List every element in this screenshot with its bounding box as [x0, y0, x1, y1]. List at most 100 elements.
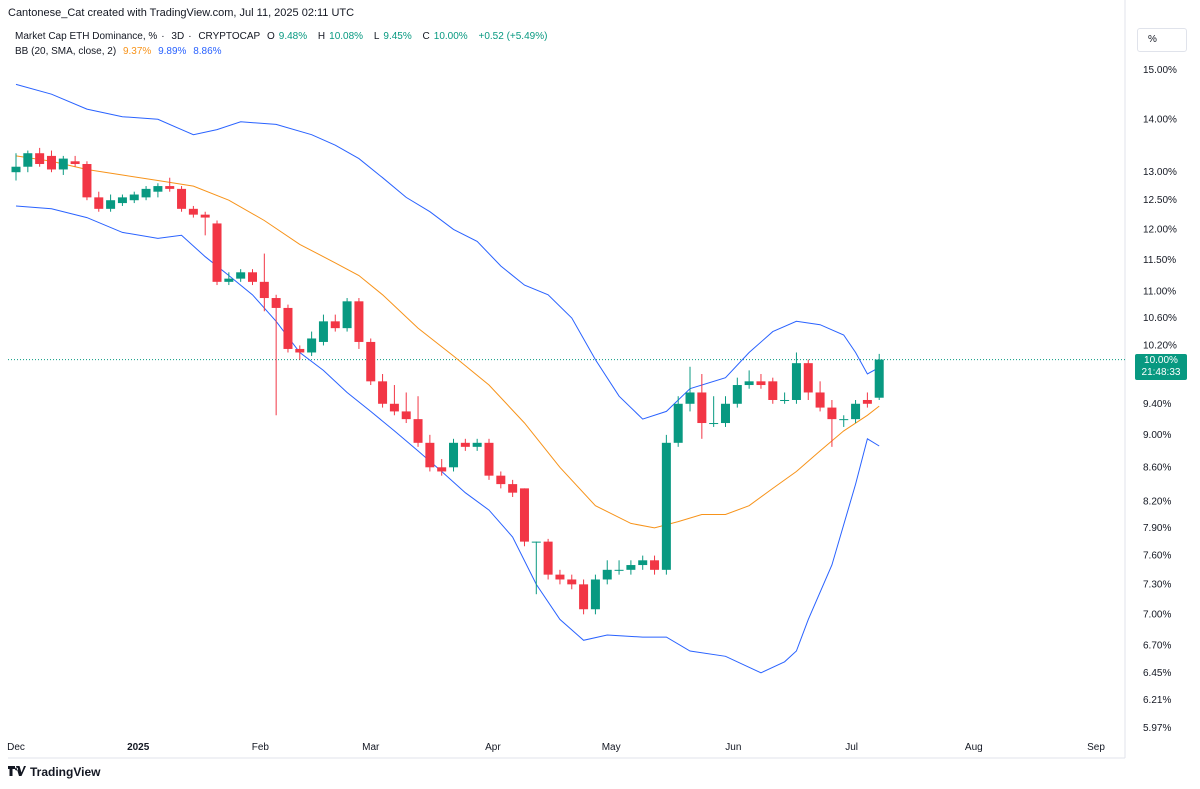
x-tick-label: Aug — [965, 742, 983, 753]
bb-upper-band — [15, 83, 880, 420]
candle-body — [508, 484, 518, 493]
y-tick-label: 12.50% — [1143, 195, 1177, 206]
y-tick-label: 6.21% — [1143, 695, 1171, 706]
candle-body — [11, 166, 21, 173]
y-tick-label: 6.45% — [1143, 668, 1171, 679]
candle-body — [378, 381, 388, 404]
candle-body — [413, 419, 423, 443]
y-tick-label: 5.97% — [1143, 723, 1171, 734]
tradingview-brand: TradingView — [30, 765, 101, 779]
y-tick-label: 7.90% — [1143, 523, 1171, 534]
candle-body — [496, 475, 506, 485]
candle-body — [460, 442, 470, 447]
candle-body — [117, 197, 127, 204]
candle-body — [58, 158, 68, 170]
candle-body — [484, 442, 494, 476]
candle-body — [827, 407, 837, 420]
candle-body — [697, 392, 707, 424]
y-tick-label: 8.20% — [1143, 496, 1171, 507]
y-tick-label: 11.00% — [1143, 287, 1176, 298]
candle-body — [874, 359, 884, 398]
candle-body — [342, 301, 352, 329]
legend-open: O 9.48% — [266, 31, 308, 42]
legend-sep: · — [161, 31, 165, 42]
percent-scale-button[interactable]: % — [1137, 28, 1187, 52]
candle-body — [791, 363, 801, 400]
x-tick-label: Sep — [1087, 742, 1105, 753]
y-tick-label: 7.00% — [1143, 609, 1171, 620]
y-tick-label: 7.60% — [1143, 551, 1171, 562]
y-tick-label: 10.60% — [1143, 313, 1177, 324]
legend-interval[interactable]: 3D — [171, 31, 185, 42]
candle-body — [70, 161, 80, 165]
x-tick-label: Jun — [725, 742, 741, 753]
candle-body — [472, 442, 482, 447]
x-tick-label: Feb — [252, 742, 270, 753]
candle-body — [106, 200, 116, 209]
candle-body — [673, 403, 683, 443]
tradingview-footer[interactable]: TradingView — [8, 765, 100, 779]
candle-body — [200, 214, 210, 218]
y-tick-label: 13.00% — [1143, 167, 1177, 178]
candle-body — [307, 338, 317, 353]
legend-change: +0.52 (+5.49%) — [478, 31, 548, 42]
candle-body — [661, 442, 671, 570]
x-tick-label: May — [602, 742, 621, 753]
candle-body — [780, 399, 790, 401]
candle-body — [259, 281, 269, 299]
candle-body — [614, 569, 624, 571]
candle-body — [590, 579, 600, 610]
legend-close: C 10.00% — [422, 31, 468, 42]
bb-lower-value: 8.86% — [193, 46, 222, 57]
bb-indicator-name[interactable]: BB (20, SMA, close, 2) — [15, 46, 117, 57]
candle-body — [851, 403, 861, 420]
bb-upper-value: 9.89% — [158, 46, 187, 57]
candle-body — [638, 560, 648, 566]
y-tick-label: 10.20% — [1143, 340, 1177, 351]
candle-body — [425, 442, 435, 468]
candle-body — [82, 164, 92, 198]
candle-body — [650, 560, 660, 570]
candle-body — [555, 574, 565, 580]
candle-body — [732, 385, 742, 404]
bb-lower-band — [15, 205, 880, 674]
y-tick-label: 7.30% — [1143, 579, 1171, 590]
candle-body — [283, 307, 293, 349]
candle-body — [720, 403, 730, 424]
candle-body — [153, 186, 163, 192]
y-tick-label: 6.70% — [1143, 641, 1171, 652]
candle-body — [756, 381, 766, 386]
y-tick-label: 14.00% — [1143, 114, 1177, 125]
candle-body — [862, 399, 872, 404]
x-tick-label: Jul — [845, 742, 858, 753]
candle-body — [94, 197, 104, 209]
bar-countdown: 21:48:33 — [1141, 367, 1181, 378]
candle-body — [437, 467, 447, 472]
legend-symbol[interactable]: Market Cap ETH Dominance, % — [15, 31, 158, 42]
y-tick-label: 8.60% — [1143, 462, 1171, 473]
candle-body — [567, 579, 577, 585]
x-tick-label: 2025 — [127, 742, 150, 753]
bb-legend: BB (20, SMA, close, 2) 9.37% 9.89% 8.86% — [15, 46, 226, 57]
last-price-value: 10.00% — [1144, 355, 1178, 366]
candle-body — [839, 419, 849, 421]
candle-body — [744, 381, 754, 386]
y-tick-label: 15.00% — [1143, 65, 1177, 76]
candle-body — [35, 153, 45, 165]
candle-body — [626, 565, 636, 570]
chart-attribution: Cantonese_Cat created with TradingView.c… — [8, 7, 355, 19]
candle-body — [165, 186, 175, 189]
candle-body — [389, 403, 399, 412]
candle-body — [224, 278, 234, 282]
candle-body — [129, 194, 139, 201]
legend-high: H 10.08% — [317, 31, 364, 42]
last-price-badge: 10.00% 21:48:33 — [1135, 354, 1187, 380]
candle-body — [177, 188, 187, 209]
candle-body — [531, 541, 541, 543]
candle-body — [815, 392, 825, 408]
y-tick-label: 9.40% — [1143, 399, 1171, 410]
legend-source[interactable]: CRYPTOCAP — [198, 31, 261, 42]
candle-body — [141, 188, 151, 198]
candle-body — [318, 321, 328, 342]
